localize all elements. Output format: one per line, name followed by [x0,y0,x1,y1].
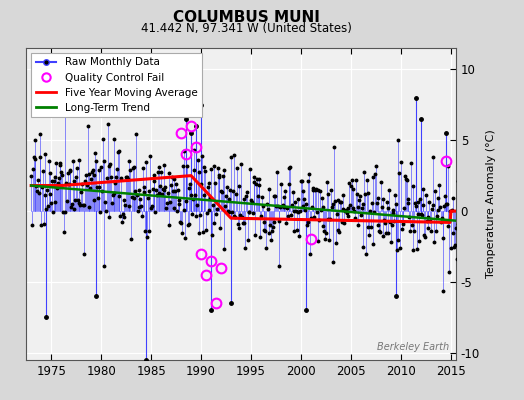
Legend: Raw Monthly Data, Quality Control Fail, Five Year Moving Average, Long-Term Tren: Raw Monthly Data, Quality Control Fail, … [31,53,202,117]
Text: 41.442 N, 97.341 W (United States): 41.442 N, 97.341 W (United States) [141,22,352,35]
Text: Berkeley Earth: Berkeley Earth [377,342,450,352]
Y-axis label: Temperature Anomaly (°C): Temperature Anomaly (°C) [486,130,496,278]
Text: COLUMBUS MUNI: COLUMBUS MUNI [173,10,320,25]
